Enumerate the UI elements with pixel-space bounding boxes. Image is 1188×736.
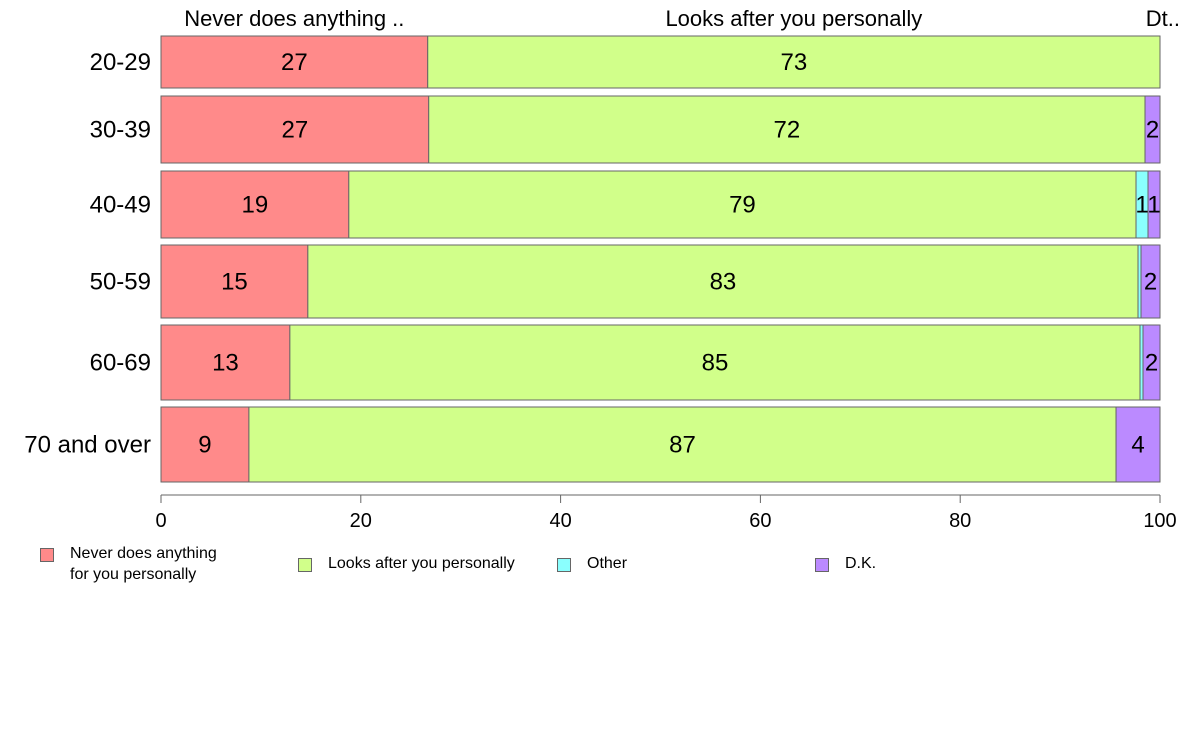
category-label: 50-59 <box>90 269 151 296</box>
top-label: Never does anything .. <box>184 6 404 31</box>
x-tick-label: 40 <box>549 510 571 532</box>
legend-label-looks-after: Looks after you personally <box>328 555 515 572</box>
data-label: 85 <box>702 350 729 377</box>
legend: Never does anything for you personally L… <box>0 543 1188 593</box>
legend-swatch-never <box>40 548 54 562</box>
bar-segment <box>1115 406 1161 483</box>
category-label: 60-69 <box>90 350 151 377</box>
data-label: 4 <box>1131 432 1144 459</box>
legend-swatch-looks-after <box>298 558 312 572</box>
x-tick-label: 20 <box>350 510 372 532</box>
x-tick-label: 100 <box>1143 510 1176 532</box>
legend-label-line: for you personally <box>70 566 197 583</box>
legend-swatch-dk <box>815 558 829 572</box>
legend-item-never: Never does anything for you personally <box>40 543 217 585</box>
category-label: 40-49 <box>90 192 151 219</box>
data-label: 79 <box>729 192 756 219</box>
data-label: 72 <box>774 117 801 144</box>
data-label: 15 <box>221 269 248 296</box>
legend-label-never: Never does anything for you personally <box>70 543 217 585</box>
stacked-bar-chart: Never does anything .. Looks after you pe… <box>24 6 1180 532</box>
bar-segment <box>289 324 1141 401</box>
category-label: 20-29 <box>90 49 151 76</box>
category-label: 70 and over <box>24 432 151 459</box>
data-label: 27 <box>282 117 309 144</box>
data-label: 1 <box>1147 192 1160 219</box>
data-label: 9 <box>198 432 211 459</box>
category-label: 30-39 <box>90 117 151 144</box>
x-tick-label: 80 <box>949 510 971 532</box>
bar-segment <box>428 95 1146 164</box>
bar-segment <box>427 35 1161 89</box>
x-axis: 0 20 40 60 80 100 <box>155 494 1177 532</box>
bar-segment <box>248 406 1117 483</box>
legend-item-dk: D.K. <box>815 553 876 574</box>
data-label: 27 <box>281 49 308 76</box>
data-label: 13 <box>212 350 239 377</box>
legend-label-dk: D.K. <box>845 555 877 572</box>
legend-item-other: Other <box>557 553 627 574</box>
top-label: Dt.. <box>1146 6 1180 31</box>
data-label: 87 <box>669 432 696 459</box>
legend-label-other: Other <box>587 555 628 572</box>
data-label: 19 <box>242 192 269 219</box>
bar-segment <box>160 324 291 401</box>
legend-item-looks-after: Looks after you personally <box>298 553 515 574</box>
bar-segment <box>160 35 429 89</box>
bar-area: 27 73 27 72 2 19 79 11 15 83 2 13 85 2 9 87 4 <box>160 35 1161 483</box>
legend-label-line: Never does anything <box>70 545 217 562</box>
top-segment-labels: Never does anything .. Looks after you pe… <box>184 6 1180 31</box>
data-label: 73 <box>781 49 808 76</box>
bar-segment <box>160 244 309 319</box>
bar-segment <box>1142 324 1161 401</box>
bar-segment <box>160 170 350 239</box>
top-label: Looks after you personally <box>665 6 922 31</box>
x-tick-label: 60 <box>749 510 771 532</box>
bar-segment <box>160 95 430 164</box>
x-tick-label: 0 <box>155 510 166 532</box>
bar-segment <box>1147 170 1161 239</box>
data-label: 83 <box>710 269 737 296</box>
legend-swatch-other <box>557 558 571 572</box>
data-label: 1 <box>1135 192 1148 219</box>
data-label: 2 <box>1146 117 1159 144</box>
bar-segment <box>348 170 1137 239</box>
bar-segment <box>1144 95 1161 164</box>
bar-segment <box>307 244 1139 319</box>
bar-segment <box>1140 244 1161 319</box>
category-labels: 20-29 30-39 40-49 50-59 60-69 70 and over <box>24 49 151 459</box>
data-label: 2 <box>1144 269 1157 296</box>
data-label: 2 <box>1145 350 1158 377</box>
